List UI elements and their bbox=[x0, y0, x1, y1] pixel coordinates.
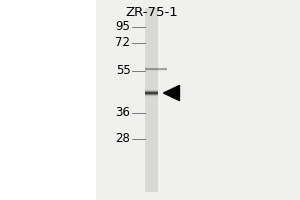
Text: 95: 95 bbox=[116, 21, 130, 33]
Text: 28: 28 bbox=[116, 132, 130, 146]
Text: 55: 55 bbox=[116, 64, 130, 77]
Text: 72: 72 bbox=[116, 36, 130, 49]
Polygon shape bbox=[164, 85, 179, 101]
FancyBboxPatch shape bbox=[96, 0, 300, 200]
Text: ZR-75-1: ZR-75-1 bbox=[125, 6, 178, 19]
Text: 36: 36 bbox=[116, 106, 130, 119]
FancyBboxPatch shape bbox=[145, 8, 158, 192]
